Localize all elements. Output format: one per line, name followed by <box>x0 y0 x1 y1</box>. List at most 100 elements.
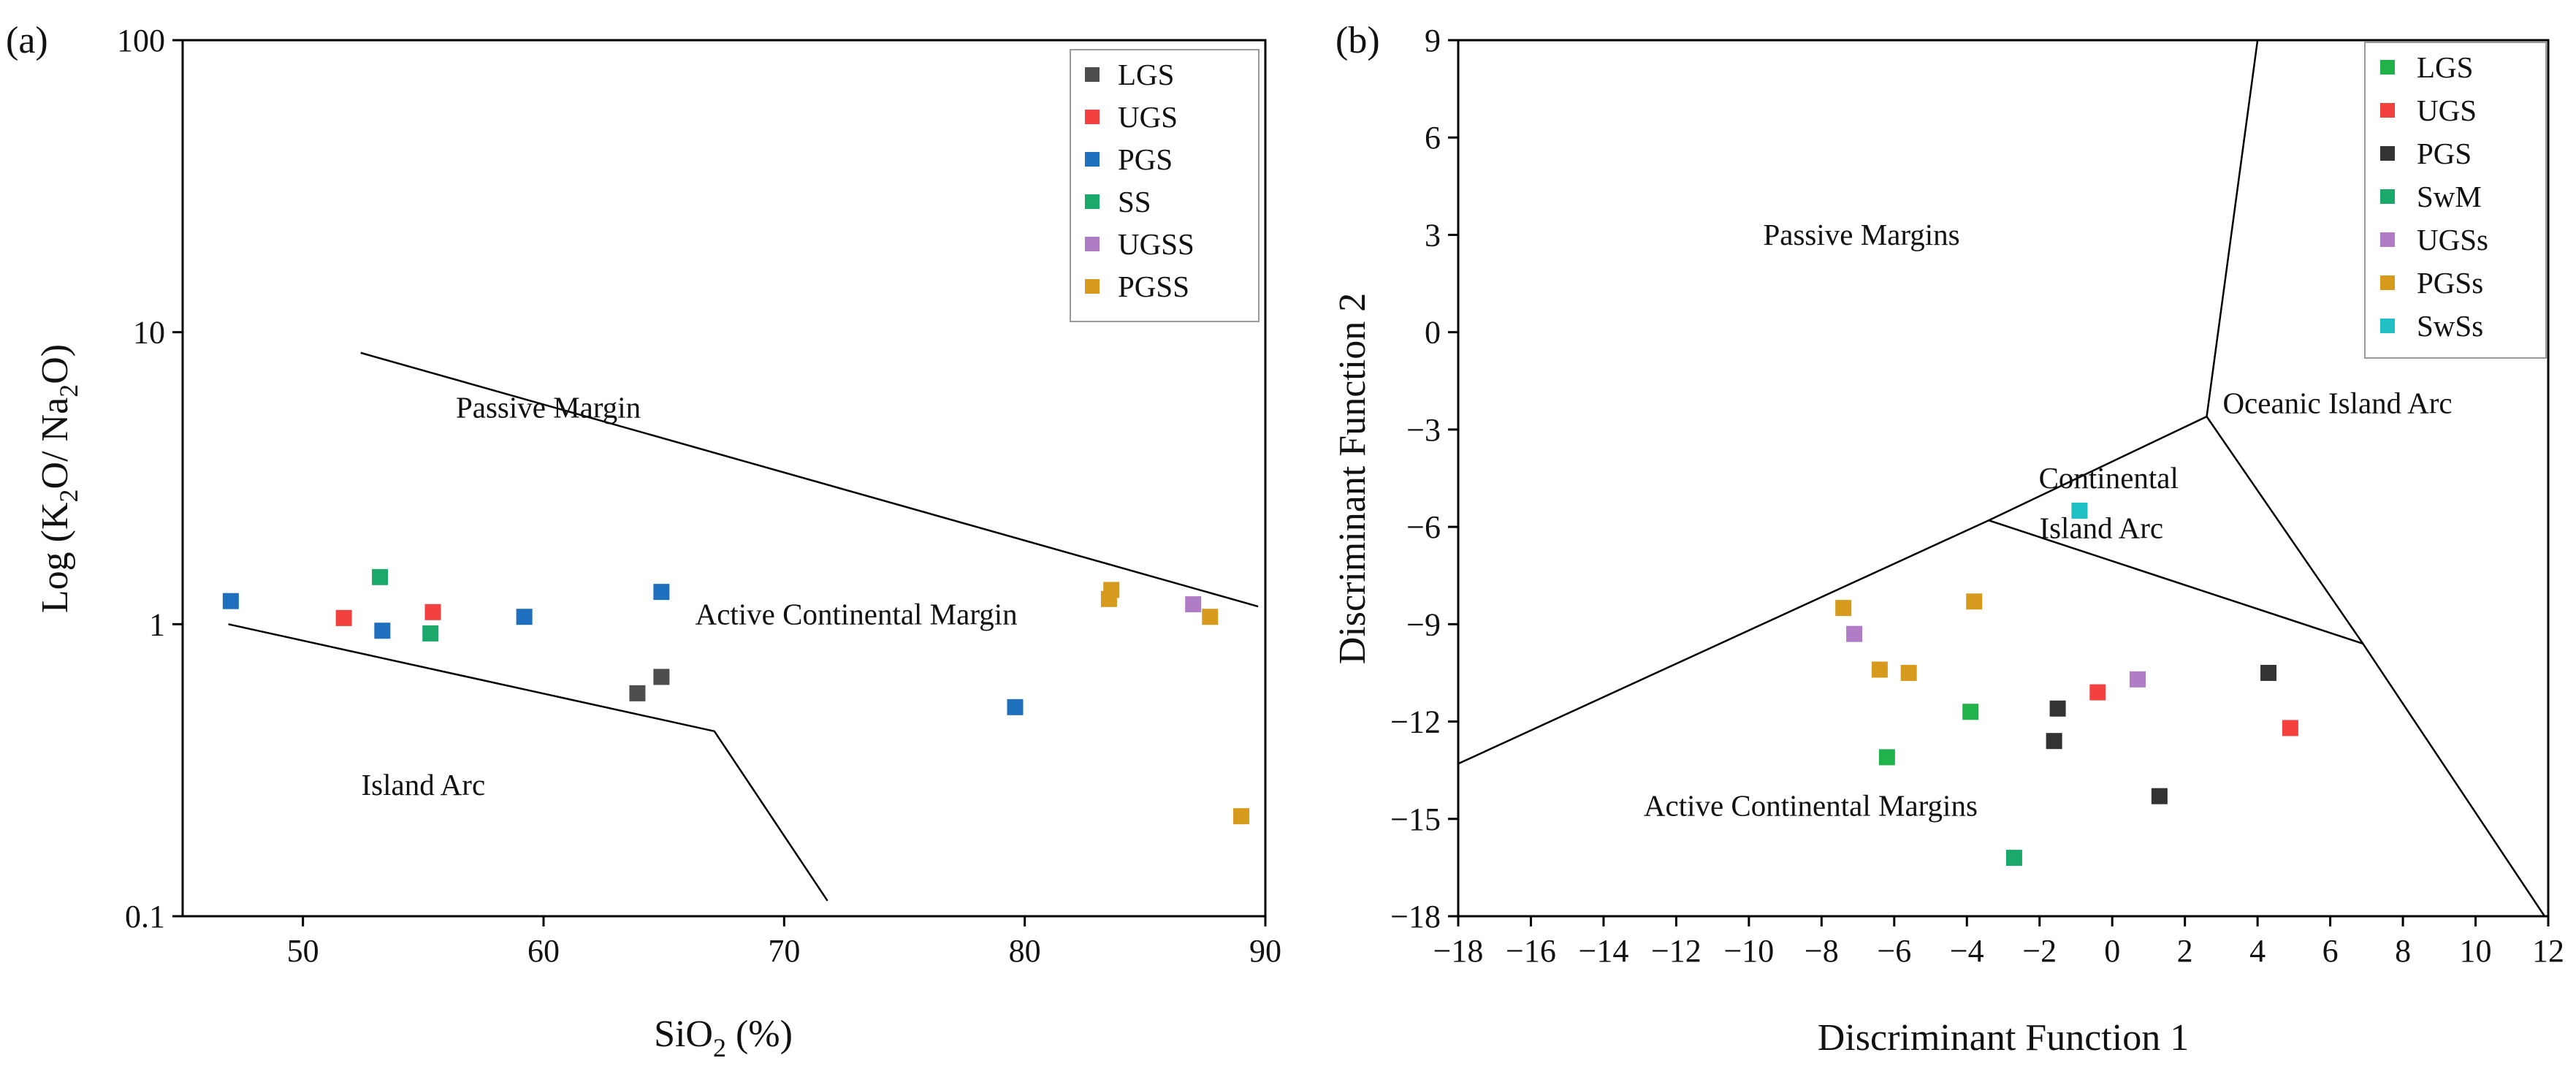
chart-b-legend-items: LGS UGS PGS SwM UGSs PGSs SwSs <box>2380 50 2488 343</box>
chartb-y-tick-label: −12 <box>1390 704 1441 740</box>
chartb-region-label: Continental <box>2039 461 2179 495</box>
chartb-legend-marker-ugs <box>2380 103 2395 118</box>
chart-b-plot-frame <box>1457 39 2550 918</box>
charta-boundary-line <box>228 623 828 902</box>
chartb-x-tick-label: 10 <box>2460 933 2492 969</box>
charta-point-ugss <box>1185 596 1202 613</box>
charta-legend-label-ugs: UGS <box>1118 100 1178 134</box>
charta-legend-marker-ss <box>1085 194 1100 209</box>
chartb-y-tick-label: −6 <box>1406 509 1441 545</box>
chartb-legend-label-swm: SwM <box>2417 180 2482 213</box>
chartb-x-tick-label: −8 <box>1805 933 1839 969</box>
chartb-y-tick-label: 9 <box>1425 23 1441 58</box>
charta-point-lgs <box>629 685 646 701</box>
charta-region-label: Active Continental Margin <box>696 597 1018 631</box>
chartb-legend-label-swss: SwSs <box>2417 309 2483 343</box>
chartb-x-tick-label: −2 <box>2022 933 2057 969</box>
panel-label-a: (a) <box>6 20 48 61</box>
chartb-region-label: Oceanic Island Arc <box>2222 387 2452 420</box>
chart-b-y-axis-label: Discriminant Function 2 <box>1332 293 1373 664</box>
charta-legend-marker-pgss <box>1085 279 1100 294</box>
chartb-point-ugss <box>1846 625 1863 642</box>
charta-legend-marker-ugs <box>1085 110 1100 124</box>
chartb-point-lgs <box>1878 749 1895 766</box>
chart-b: (b) −18 −16 −14 −12 −10 −8 −6 −4 −2 0 2 4 6 8 10 12−18−… <box>1332 20 2564 1059</box>
charta-legend-label-pgss: PGSS <box>1118 270 1189 303</box>
charta-legend-label-ugss: UGSS <box>1118 227 1194 261</box>
charta-x-tick-label: 80 <box>1009 933 1041 969</box>
charta-region-label: Passive Margin <box>456 391 641 425</box>
charta-legend-marker-pgs <box>1085 152 1100 167</box>
chart-a-plot-frame <box>181 39 1267 918</box>
chartb-point-swss <box>2071 502 2088 519</box>
chart-a-legend-items: LGS UGS PGS SS UGSS PGSS <box>1085 58 1194 303</box>
chart-b-marks: −18 −16 −14 −12 −10 −8 −6 −4 −2 0 2 4 6 8 10 12 −18 −15 −1… <box>1390 23 2564 969</box>
charta-legend-label-pgs: PGS <box>1118 142 1173 176</box>
chart-a-marks: 50 60 70 80 90 0.1 1 10 100 Passive Margin Active … <box>117 23 1281 969</box>
charta-point-ugs <box>424 604 441 620</box>
chartb-x-tick-label: −12 <box>1651 933 1702 969</box>
charta-x-tick-label: 50 <box>287 933 319 969</box>
chartb-y-tick-label: 0 <box>1425 315 1441 351</box>
charta-legend-marker-lgs <box>1085 67 1100 82</box>
chartb-legend-label-ugs: UGS <box>2417 94 2477 127</box>
chartb-boundary-line <box>1457 39 2259 765</box>
chartb-region-label: Active Continental Margins <box>1644 788 1978 822</box>
charta-y-tick-label: 1 <box>149 606 165 642</box>
charta-point-pgs <box>222 593 239 609</box>
chartb-x-tick-label: −16 <box>1506 933 1556 969</box>
panel-label-b: (b) <box>1335 20 1380 61</box>
chartb-x-tick-label: 0 <box>2104 933 2120 969</box>
chartb-legend-marker-swm <box>2380 189 2395 204</box>
chartb-legend-label-pgs: PGS <box>2417 137 2472 170</box>
charta-legend-label-ss: SS <box>1118 185 1151 218</box>
charta-point-pgs <box>653 584 670 601</box>
chartb-x-tick-label: −6 <box>1877 933 1911 969</box>
chartb-y-tick-label: 6 <box>1425 120 1441 156</box>
charta-point-pgs <box>516 609 533 625</box>
chartb-x-tick-label: −4 <box>1950 933 1984 969</box>
chartb-x-tick-label: −10 <box>1723 933 1774 969</box>
chartb-point-swm <box>2005 850 2022 867</box>
chartb-x-tick-label: 2 <box>2177 933 2193 969</box>
chartb-legend-label-pgss: PGSs <box>2417 266 2483 300</box>
charta-point-pgs <box>1007 698 1024 715</box>
chartb-point-ugs <box>2089 684 2106 701</box>
charta-region-label: Island Arc <box>362 768 486 802</box>
chart-b-x-axis-label: Discriminant Function 1 <box>1818 1017 2189 1059</box>
charta-point-pgs <box>374 623 391 639</box>
chartb-point-pgss <box>1835 600 1852 617</box>
chartb-legend-marker-pgs <box>2380 146 2395 161</box>
charta-point-pgss <box>1233 808 1250 825</box>
chartb-legend-marker-lgs <box>2380 60 2395 75</box>
chartb-y-tick-label: −15 <box>1390 802 1441 837</box>
charta-point-pgss <box>1202 609 1219 625</box>
chart-a-y-axis-label: Log (K2O/ Na2O) <box>34 344 83 613</box>
chart-a-x-axis-label: SiO2 (%) <box>654 1013 793 1062</box>
chartb-x-tick-label: −18 <box>1433 933 1484 969</box>
charta-y-tick-label: 100 <box>117 23 165 58</box>
chartb-x-tick-label: 4 <box>2249 933 2266 969</box>
chartb-point-pgss <box>1871 661 1888 678</box>
charta-point-lgs <box>653 669 670 685</box>
chart-a: (a) 50 60 70 80 90 0.1 1 10 100 Passive Margin Act… <box>6 20 1281 1062</box>
charta-x-tick-label: 90 <box>1249 933 1281 969</box>
charta-y-tick-label: 0.1 <box>125 899 165 934</box>
chart-a-legend: LGS UGS PGS SS UGSS PGSS <box>1070 49 1260 322</box>
chartb-point-pgs <box>2151 788 2168 804</box>
chartb-y-tick-label: 3 <box>1425 217 1441 253</box>
chartb-legend-marker-swss <box>2380 319 2395 333</box>
charta-legend-label-lgs: LGS <box>1118 58 1174 91</box>
chartb-point-pgss <box>1900 664 1917 681</box>
chartb-y-tick-label: −9 <box>1406 606 1441 642</box>
chartb-y-tick-label: −3 <box>1406 412 1441 448</box>
chartb-legend-marker-pgss <box>2380 275 2395 290</box>
chart-b-legend-box <box>2364 42 2547 359</box>
chartb-x-tick-label: 6 <box>2322 933 2339 969</box>
charta-y-tick-label: 10 <box>133 315 165 351</box>
chartb-point-ugss <box>2130 671 2146 688</box>
chartb-point-pgs <box>2049 700 2066 717</box>
chartb-region-label: Passive Margins <box>1763 218 1959 251</box>
